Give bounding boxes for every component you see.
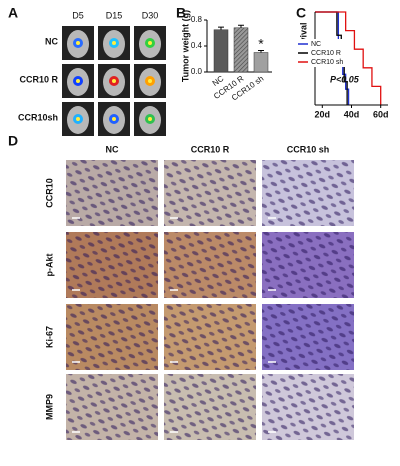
signal-core [76, 41, 80, 45]
row-label: CCR10sh [18, 112, 58, 122]
panel-label: C [296, 5, 306, 21]
x-tick-label: 40d [344, 109, 360, 119]
legend-label: CCR10 R [311, 50, 341, 57]
signal-core [148, 117, 152, 121]
cell-texture [66, 304, 158, 370]
error-bar [258, 50, 264, 53]
row-label: MMP9 [44, 394, 54, 420]
cell-texture [164, 374, 256, 440]
legend-label: CCR10 sh [311, 59, 343, 66]
column-label: CCR10 R [191, 144, 230, 154]
signal-core [112, 117, 116, 121]
cell-texture [66, 160, 158, 226]
annotation: P<0.05 [330, 74, 360, 84]
row-label: CCR10 [44, 178, 54, 208]
signal-core [112, 79, 116, 83]
column-label: D5 [72, 10, 84, 20]
cell-texture [164, 232, 256, 298]
x-tick-label: 20d [315, 109, 331, 119]
y-tick-label: 0.0 [191, 67, 203, 76]
bar [233, 27, 249, 73]
row-label: NC [45, 36, 58, 46]
y-tick-label: 0.8 [191, 15, 203, 24]
column-label: NC [106, 144, 119, 154]
error-bar [218, 26, 224, 30]
row-label: Ki-67 [44, 326, 54, 348]
cell-texture [262, 304, 354, 370]
signal-core [76, 79, 80, 83]
cell-texture [66, 374, 158, 440]
column-label: D30 [142, 10, 159, 20]
panel-label: B [176, 5, 186, 21]
column-label: D15 [106, 10, 123, 20]
cell-texture [262, 160, 354, 226]
error-bar [238, 24, 244, 28]
panel-label: D [8, 133, 18, 149]
signal-core [148, 41, 152, 45]
panel-label: A [8, 5, 18, 21]
row-label: CCR10 R [19, 74, 58, 84]
bar [213, 29, 229, 73]
cell-texture [164, 304, 256, 370]
survival-curve [315, 11, 382, 105]
column-label: CCR10 sh [287, 144, 330, 154]
cell-texture [262, 232, 354, 298]
legend-label: NC [311, 41, 321, 48]
cell-texture [164, 160, 256, 226]
row-label: p-Akt [44, 254, 54, 277]
bar [253, 52, 269, 73]
y-tick-label: 0.4 [191, 41, 203, 50]
signal-core [76, 117, 80, 121]
x-tick-label: 60d [373, 109, 389, 119]
annotation: * [258, 35, 264, 51]
cell-texture [66, 232, 158, 298]
signal-core [148, 79, 152, 83]
signal-core [112, 41, 116, 45]
y-axis-label: Tumor weight (g) [180, 10, 190, 82]
cell-texture [262, 374, 354, 440]
